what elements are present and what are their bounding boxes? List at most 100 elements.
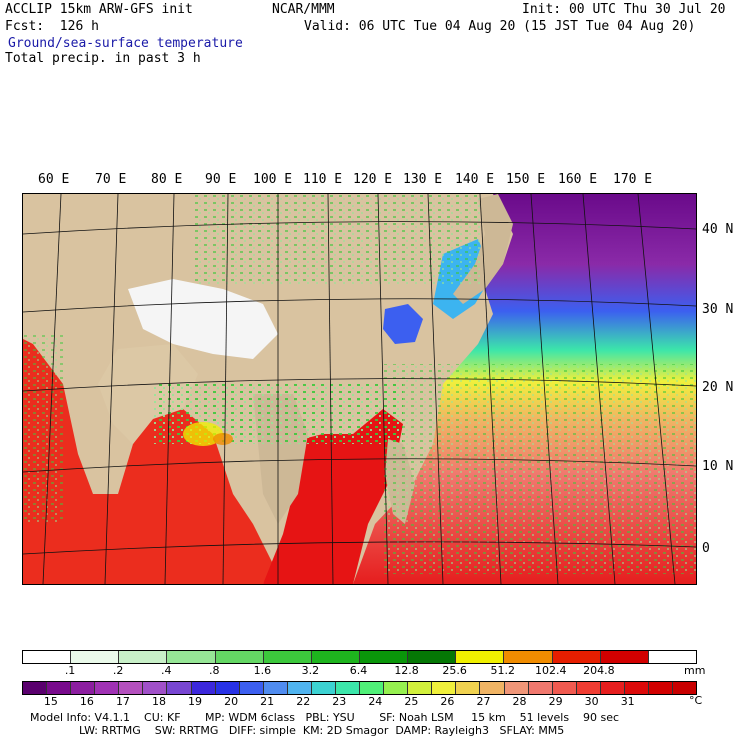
temperature-tick-label: 22 — [296, 695, 311, 708]
lon-label: 60 E — [38, 172, 70, 187]
temperature-tick-label: 18 — [152, 695, 166, 708]
temperature-color-swatch — [47, 682, 72, 694]
precip-color-swatch — [359, 651, 409, 663]
precip-tick-label: 25.6 — [442, 664, 467, 677]
precip-color-swatch — [167, 651, 216, 663]
init-time: Init: 00 UTC Thu 30 Jul 20 — [522, 2, 726, 17]
precip-color-swatch — [263, 651, 312, 663]
temperature-tick-label: 17 — [115, 695, 130, 708]
temperature-color-swatch — [95, 682, 120, 694]
precip-tick-label: 51.2 — [490, 664, 515, 677]
precip-color-swatch — [456, 651, 505, 663]
model-title: ACCLIP 15km ARW-GFS init — [5, 2, 193, 17]
temperature-color-swatch — [336, 682, 361, 694]
precip-colorbar — [22, 650, 697, 664]
precip-color-swatch — [119, 651, 168, 663]
temperature-tick-label: 25 — [404, 695, 419, 708]
temperature-color-swatch — [263, 682, 288, 694]
temperature-color-swatch — [311, 682, 337, 694]
precip-color-swatch — [215, 651, 264, 663]
precip-tick-label: .4 — [160, 664, 172, 677]
model-info-line1: Model Info: V4.1.1 CU: KF MP: WDM 6class… — [30, 711, 620, 724]
precip-band-west — [23, 334, 63, 524]
lat-label: 30 N — [702, 302, 734, 317]
temperature-color-swatch — [504, 682, 529, 694]
precip-color-swatch — [648, 651, 696, 663]
temperature-color-swatch — [215, 682, 240, 694]
temperature-color-swatch — [143, 682, 168, 694]
precip-color-swatch — [504, 651, 553, 663]
graticule — [23, 194, 696, 584]
temperature-tick-label: 31 — [620, 695, 635, 708]
precip-color-swatch — [600, 651, 649, 663]
temperature-color-swatch — [384, 682, 409, 694]
precip-color-swatch — [71, 651, 120, 663]
lon-label: 80 E — [151, 172, 183, 187]
precip-band-pacific — [383, 364, 696, 574]
temperature-unit: °C — [689, 694, 703, 707]
temperature-tick-label: 16 — [79, 695, 94, 708]
precip-tick-label: 3.2 — [301, 664, 320, 677]
lon-label: 70 E — [95, 172, 127, 187]
valid-time: Valid: 06 UTC Tue 04 Aug 20 (15 JST Tue … — [304, 19, 696, 34]
lon-label: 120 E — [353, 172, 393, 187]
temperature-tick-label: 27 — [476, 695, 491, 708]
temperature-color-swatch — [23, 682, 48, 694]
temperature-color-swatch — [191, 682, 216, 694]
temperature-color-swatch — [624, 682, 650, 694]
temperature-color-swatch — [287, 682, 312, 694]
temperature-color-swatch — [360, 682, 385, 694]
temperature-color-swatch — [576, 682, 601, 694]
precip-color-swatch — [311, 651, 360, 663]
lon-label: 150 E — [506, 172, 546, 187]
field-name-temperature: Ground/sea-surface temperature — [8, 36, 243, 51]
indian-ocean — [23, 339, 273, 584]
temperature-tick-label: 20 — [224, 695, 239, 708]
lon-label: 140 E — [455, 172, 495, 187]
model-info-line2: LW: RRTMG SW: RRTMG DIFF: simple KM: 2D … — [30, 724, 565, 737]
map-graphic — [23, 194, 696, 584]
precip-color-swatch — [408, 651, 457, 663]
lon-label: 160 E — [558, 172, 598, 187]
temperature-color-swatch — [600, 682, 625, 694]
temperature-tick-label: 30 — [584, 695, 599, 708]
precip-unit: mm — [684, 664, 706, 677]
temperature-color-swatch — [167, 682, 192, 694]
precip-color-swatch — [23, 651, 72, 663]
precip-tick-label: .8 — [209, 664, 220, 677]
temperature-color-swatch — [71, 682, 96, 694]
temperature-tick-label: 21 — [260, 695, 275, 708]
lon-label: 170 E — [613, 172, 653, 187]
precip-tick-label: 102.4 — [535, 664, 567, 677]
precip-tick-label: 204.8 — [583, 664, 615, 677]
tibet-plateau — [128, 279, 278, 359]
temperature-tick-label: 23 — [332, 695, 347, 708]
forecast-hour: Fcst: 126 h — [5, 19, 99, 34]
temperature-color-swatch — [649, 682, 674, 694]
temperature-tick-label: 28 — [512, 695, 527, 708]
heavy-precip-cell — [183, 422, 223, 446]
temperature-color-swatch — [432, 682, 457, 694]
heavy-precip-cell — [213, 433, 233, 445]
lat-label: 40 N — [702, 222, 734, 237]
temperature-tick-label: 24 — [368, 695, 383, 708]
precip-band-north — [193, 194, 483, 284]
temperature-color-swatch — [480, 682, 505, 694]
precip-tick-label: .1 — [64, 664, 76, 677]
forecast-map — [22, 193, 697, 585]
precip-tick-label: 6.4 — [349, 664, 368, 677]
lat-label: 10 N — [702, 459, 734, 474]
temperature-tick-label: 19 — [188, 695, 203, 708]
lon-label: 110 E — [303, 172, 343, 187]
temperature-color-swatch — [673, 682, 697, 694]
lon-label: 100 E — [253, 172, 293, 187]
precip-tick-label: 1.6 — [253, 664, 272, 677]
lon-label: 90 E — [205, 172, 237, 187]
precip-color-swatch — [552, 651, 601, 663]
temperature-color-swatch — [239, 682, 264, 694]
precip-tick-label: .2 — [112, 664, 124, 677]
temperature-color-swatch — [456, 682, 481, 694]
yellow-sea — [383, 304, 423, 344]
lat-label: 0 — [702, 541, 710, 556]
lat-label: 20 N — [702, 380, 734, 395]
